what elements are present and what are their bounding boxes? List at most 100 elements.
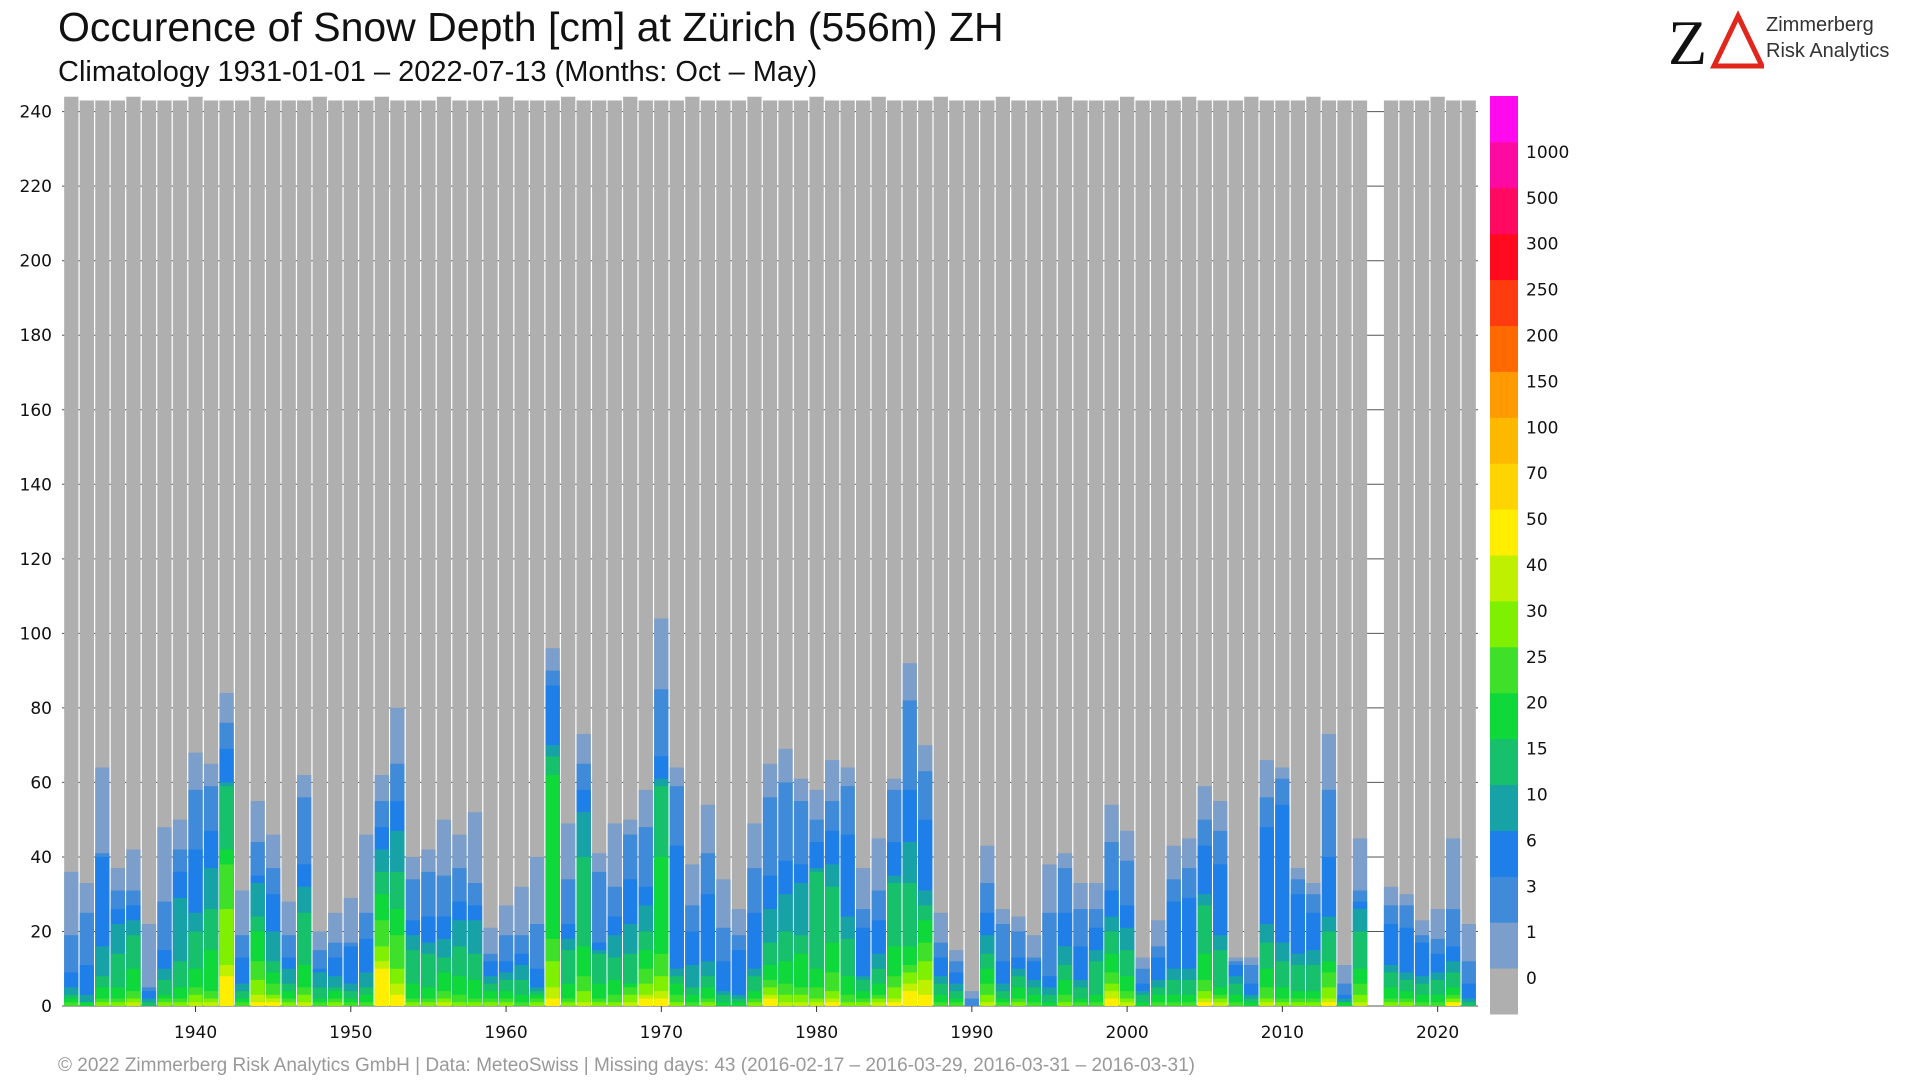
bar-segment-ge-50	[390, 994, 405, 1006]
bar-segment-ge-30	[281, 1002, 296, 1006]
bar-segment-ge-30	[700, 1002, 716, 1006]
bar-segment-total	[1011, 100, 1026, 1006]
bar-segment-ge-10	[79, 994, 94, 1006]
bar-segment-ge-30	[871, 998, 886, 1006]
bar-segment-ge-20	[995, 998, 1011, 1006]
year-bar-1999	[1104, 100, 1119, 1006]
bar-segment-ge-25	[685, 1002, 700, 1006]
bar-segment-ge-25	[592, 998, 607, 1006]
bar-segment-ge-25	[747, 998, 762, 1006]
year-bar-1983	[856, 100, 871, 1006]
legend-swatch	[1490, 555, 1518, 602]
year-bar-1968	[623, 96, 638, 1006]
year-bar-1981	[824, 100, 840, 1006]
bar-segment-ge-30	[1057, 1002, 1073, 1006]
bar-segment-ge-20	[685, 994, 700, 1006]
year-bar-1951	[359, 100, 374, 1006]
bar-segment-ge-25	[1414, 1002, 1430, 1006]
bar-segment-ge-25	[467, 998, 483, 1006]
bar-segment-ge-30	[1306, 1002, 1321, 1006]
bar-segment-ge-40	[778, 1002, 793, 1006]
year-bar-1979	[793, 100, 809, 1006]
za-logo-icon: Z	[1668, 7, 1766, 78]
bar-segment-ge-40	[1197, 998, 1212, 1006]
bar-segment-ge-30	[840, 1002, 855, 1006]
bar-segment-ge-30	[1119, 998, 1135, 1006]
year-bar-1988	[933, 96, 948, 1006]
bar-segment-total	[266, 100, 281, 1006]
year-bar-1985	[887, 100, 902, 1006]
bar-segment-ge-30	[1290, 1002, 1306, 1006]
bar-segment-total	[467, 100, 483, 1006]
bar-segment-ge-15	[716, 994, 731, 1006]
bar-segment-total	[172, 100, 188, 1006]
bar-segment-total	[980, 100, 995, 1006]
y-tick-label: 20	[30, 922, 52, 942]
year-bar-1993	[1011, 100, 1026, 1006]
bar-segment-ge-1	[141, 924, 157, 1006]
bar-segment-ge-30	[297, 994, 312, 1006]
bar-segment-ge-6	[731, 950, 747, 1006]
bar-segment-ge-50	[250, 1002, 265, 1006]
logo-line-1: Zimmerberg	[1766, 14, 1874, 36]
bar-segment-ge-25	[1182, 1002, 1197, 1006]
bar-segment-ge-25	[669, 994, 684, 1006]
bar-segment-ge-40	[980, 1002, 995, 1006]
bar-segment-ge-40	[250, 994, 265, 1006]
legend-label: 70	[1526, 464, 1548, 484]
year-bar-1987	[918, 100, 933, 1006]
legend-label: 40	[1526, 556, 1548, 576]
bar-segment-total	[1151, 100, 1166, 1006]
bar-segment-ge-30	[436, 998, 452, 1006]
year-bar-2009	[1259, 100, 1274, 1006]
bar-segment-total	[685, 96, 700, 1006]
bar-segment-total	[809, 96, 824, 1006]
year-bar-2022	[1461, 100, 1476, 1006]
year-bar-1967	[607, 100, 622, 1006]
year-bar-2013	[1321, 100, 1337, 1006]
bar-segment-ge-30	[747, 1002, 762, 1006]
year-bar-1986	[902, 100, 917, 1006]
bar-segment-ge-30	[110, 1002, 126, 1006]
year-bar-1935	[110, 100, 126, 1006]
bar-segment-ge-25	[1088, 1002, 1104, 1006]
bar-segment-ge-25	[840, 994, 855, 1006]
year-bar-1997	[1073, 100, 1088, 1006]
y-tick-label: 40	[30, 848, 52, 868]
bar-segment-ge-30	[561, 1002, 576, 1006]
bar-segment-total	[514, 100, 529, 1006]
bar-segment-total	[452, 100, 467, 1006]
legend-swatch	[1490, 509, 1518, 556]
chart-footer: © 2022 Zimmerberg Risk Analytics GmbH | …	[58, 1055, 1195, 1076]
bar-segment-total	[623, 96, 638, 1006]
year-bar-1944	[250, 96, 265, 1006]
year-bar-1980	[809, 96, 824, 1006]
bar-segment-total	[498, 96, 514, 1006]
year-bar-1989	[949, 100, 964, 1006]
bar-segment-ge-25	[1290, 998, 1306, 1006]
bar-segment-ge-25	[452, 994, 467, 1006]
year-bar-1943	[234, 100, 250, 1006]
bar-segment-total	[1197, 100, 1212, 1006]
year-bar-1948	[312, 96, 327, 1006]
bar-segment-ge-25	[172, 998, 188, 1006]
bar-segment-ge-40	[126, 1002, 141, 1006]
bar-segment-total	[1088, 100, 1104, 1006]
year-bar-1932	[64, 96, 79, 1006]
bar-segment-ge-6	[669, 845, 684, 1006]
legend-label: 3	[1526, 877, 1537, 897]
bar-segment-total	[1306, 96, 1321, 1006]
bar-segment-total	[1057, 96, 1073, 1006]
bar-segment-ge-30	[172, 1002, 188, 1006]
bar-segment-total	[949, 100, 964, 1006]
year-bar-2006	[1213, 100, 1228, 1006]
legend-label: 500	[1526, 189, 1558, 209]
legend-label: 1	[1526, 923, 1537, 943]
bar-segment-total	[328, 100, 343, 1006]
year-bar-2010	[1275, 100, 1290, 1006]
bar-segment-ge-20	[312, 998, 327, 1006]
bar-segment-total	[1213, 100, 1228, 1006]
bar-segment-ge-15	[1244, 998, 1259, 1006]
legend-label: 30	[1526, 602, 1548, 622]
